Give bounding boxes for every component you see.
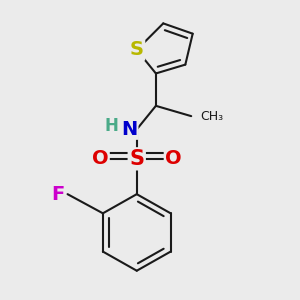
Text: O: O bbox=[165, 149, 182, 168]
Text: S: S bbox=[129, 149, 144, 169]
Text: F: F bbox=[51, 185, 64, 204]
Text: O: O bbox=[92, 149, 108, 168]
Text: S: S bbox=[130, 40, 144, 59]
Text: N: N bbox=[121, 120, 137, 139]
Text: CH₃: CH₃ bbox=[200, 110, 223, 123]
Text: H: H bbox=[105, 117, 119, 135]
